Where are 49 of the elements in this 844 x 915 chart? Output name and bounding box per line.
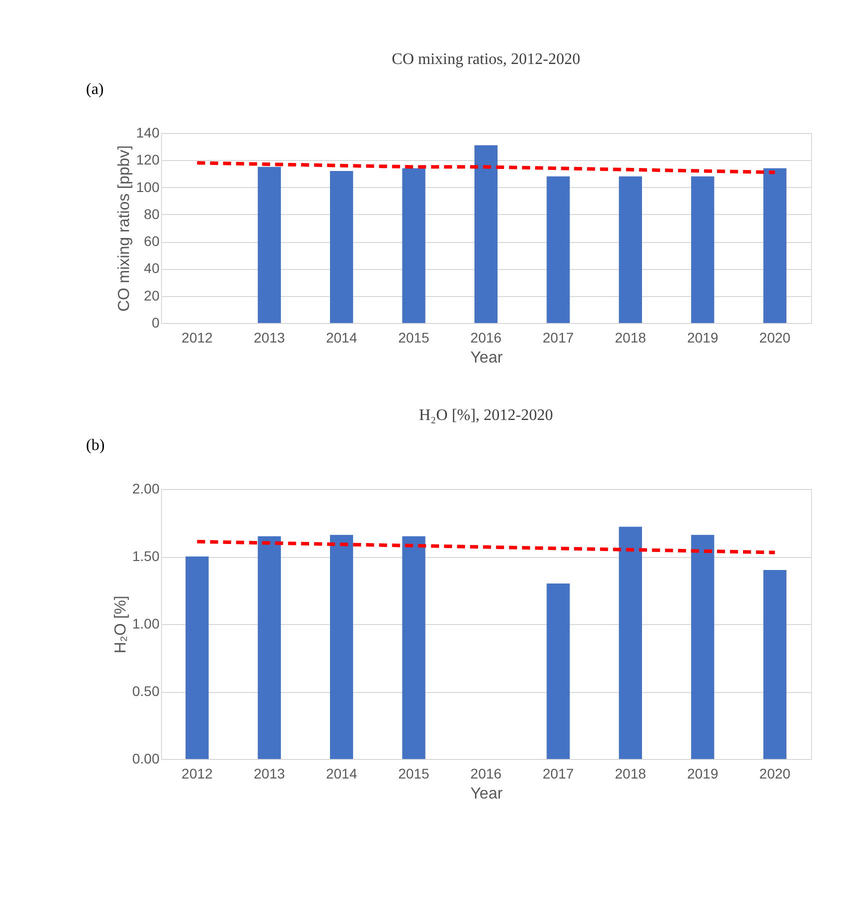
x-tick-label: 2017 (542, 330, 574, 346)
chart-title: CO mixing ratios, 2012-2020 (392, 51, 580, 68)
y-tick-label: 2.00 (132, 480, 160, 496)
bar (402, 168, 426, 323)
bar (258, 166, 281, 323)
y-tick-label: 20 (144, 287, 160, 304)
bar (618, 176, 642, 323)
y-tick-label: 100 (136, 178, 160, 195)
y-tick-label: 1.00 (132, 616, 160, 632)
y-tick-label: 40 (144, 260, 160, 276)
bar (763, 168, 786, 323)
x-tick-label: 2015 (398, 766, 430, 782)
x-tick-label: 2016 (470, 766, 502, 782)
x-tick-label: 2013 (254, 330, 286, 346)
y-tick-label: 0 (152, 314, 160, 330)
x-tick-label: 2014 (326, 330, 358, 346)
x-tick-label: 2015 (398, 330, 430, 346)
x-tick-label: 2018 (614, 330, 646, 346)
x-tick-label: 2014 (326, 766, 358, 782)
y-tick-label: 60 (144, 233, 160, 250)
x-tick-label: 2016 (470, 330, 502, 346)
x-tick-label: 2013 (254, 766, 286, 782)
line-series (195, 540, 777, 554)
bar (330, 171, 354, 323)
text: (b) (86, 437, 105, 454)
x-tick-label: 2017 (542, 766, 574, 782)
x-tick-label: 2012 (182, 330, 213, 346)
x-axis-title: Year (470, 350, 504, 366)
x-tick-label: 2020 (759, 766, 791, 782)
y-tick-label: 80 (144, 206, 160, 222)
y-tick-label: 120 (136, 152, 160, 168)
x-tick-label: 2018 (614, 766, 646, 782)
y-axis-title: H₂O [%] (112, 596, 130, 654)
x-tick-label: 2020 (759, 330, 791, 346)
y-tick-label: 1.50 (132, 548, 160, 564)
x-tick-label: 2019 (687, 766, 718, 782)
x-axis-title: Year (470, 786, 504, 802)
bar (691, 176, 714, 323)
chart-title: H₂O [%], 2012-2020 (419, 407, 553, 424)
x-tick-label: 2019 (687, 330, 718, 346)
text: (a) (86, 81, 104, 98)
x-tick-label: 2012 (182, 766, 213, 782)
bar (474, 145, 498, 323)
y-tick-label: 0.50 (132, 683, 160, 699)
bar (546, 176, 570, 323)
y-tick-label: 0.00 (132, 750, 160, 766)
y-axis-title: CO mixing ratios [ppbv] (116, 145, 134, 312)
y-tick-label: 140 (136, 124, 160, 140)
line-series (195, 161, 777, 174)
